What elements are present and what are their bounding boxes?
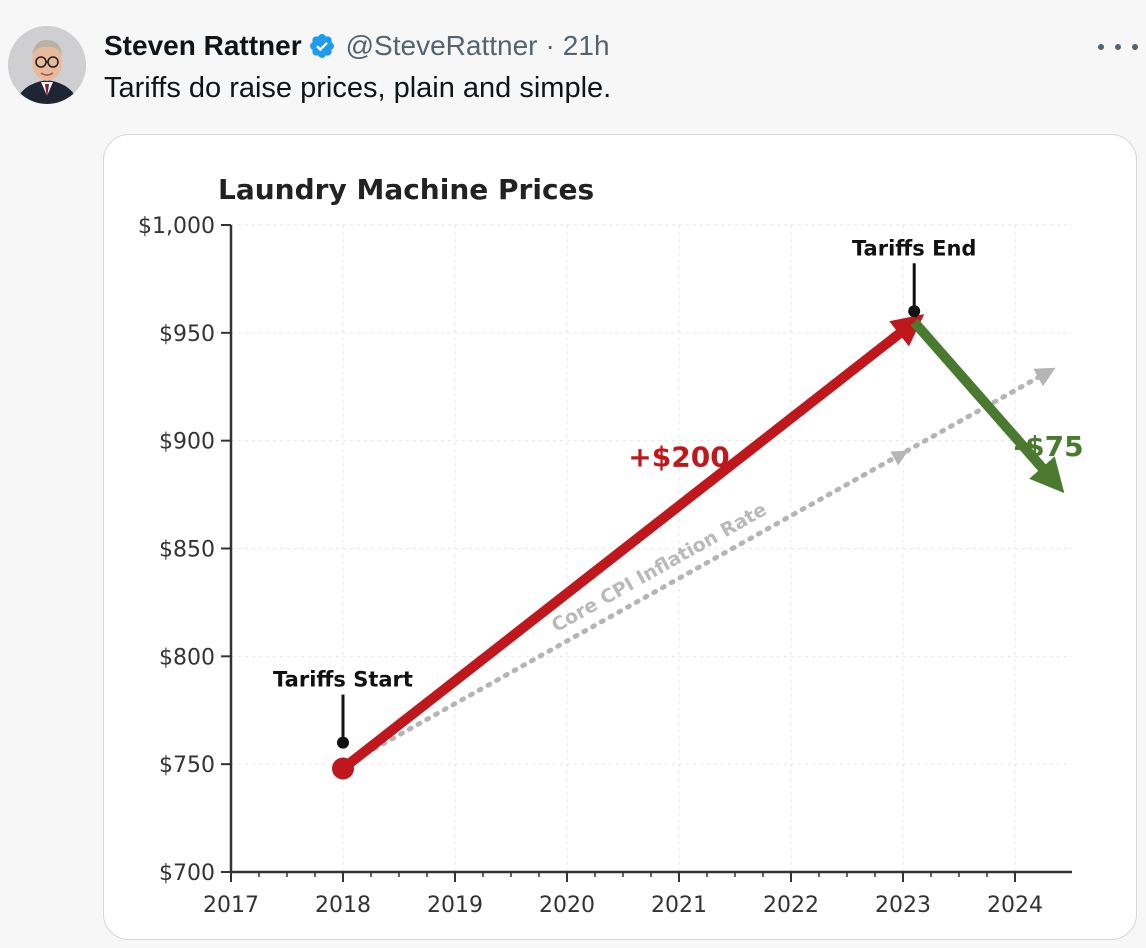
- verified-badge-icon: [308, 32, 336, 60]
- y-tick-label: $900: [159, 430, 215, 455]
- author-name[interactable]: Steven Rattner: [104, 30, 302, 61]
- series-cpi-line: [354, 367, 1056, 761]
- y-tick-label: $800: [159, 645, 215, 670]
- x-tick-label: 2023: [875, 893, 931, 918]
- x-tick-label: 2022: [763, 893, 819, 918]
- series-decrease-label: -$75: [1014, 430, 1084, 463]
- annotation-tariffs-end: Tariffs End: [852, 236, 977, 260]
- annotation-dot: [908, 305, 921, 318]
- start-point: [332, 757, 354, 780]
- annotation-dot: [337, 736, 349, 749]
- series-cpi-mid-arrow: [890, 450, 909, 466]
- avatar[interactable]: [8, 26, 86, 104]
- author-handle[interactable]: @SteveRattner: [345, 30, 538, 61]
- timestamp[interactable]: 21h: [562, 30, 610, 61]
- tweet-media-image[interactable]: Laundry Machine Prices $700 $750 $800 $850 $…: [103, 134, 1137, 940]
- y-tick-label: $950: [159, 322, 215, 347]
- chart-title: Laundry Machine Prices: [218, 173, 594, 206]
- y-tick-label: $750: [159, 753, 215, 778]
- x-tick-label: 2021: [651, 893, 707, 918]
- y-tick-label: $1,000: [138, 214, 215, 239]
- avatar-photo: [8, 26, 86, 104]
- more-options-icon[interactable]: [1098, 34, 1138, 60]
- x-tick-label: 2024: [987, 893, 1043, 918]
- series-tariff-increase-arrow: [339, 314, 925, 773]
- y-tick-label: $700: [159, 861, 215, 886]
- x-tick-label: 2017: [203, 893, 259, 918]
- tweet-text: Tariffs do raise prices, plain and simpl…: [104, 72, 612, 104]
- series-tariff-decrease-arrow: [910, 318, 1065, 494]
- annotation-tariffs-start: Tariffs Start: [273, 668, 413, 692]
- x-tick-label: 2020: [539, 893, 595, 918]
- x-tick-label: 2018: [315, 893, 371, 918]
- series-increase-label: +$200: [628, 441, 729, 474]
- separator-dot: ·: [545, 30, 555, 61]
- chart: Laundry Machine Prices $700 $750 $800 $850 $…: [138, 173, 1084, 918]
- x-tick-label: 2019: [427, 893, 483, 918]
- tweet-header: Steven Rattner @SteveRattner · 21h: [104, 28, 610, 64]
- y-tick-label: $850: [159, 538, 215, 563]
